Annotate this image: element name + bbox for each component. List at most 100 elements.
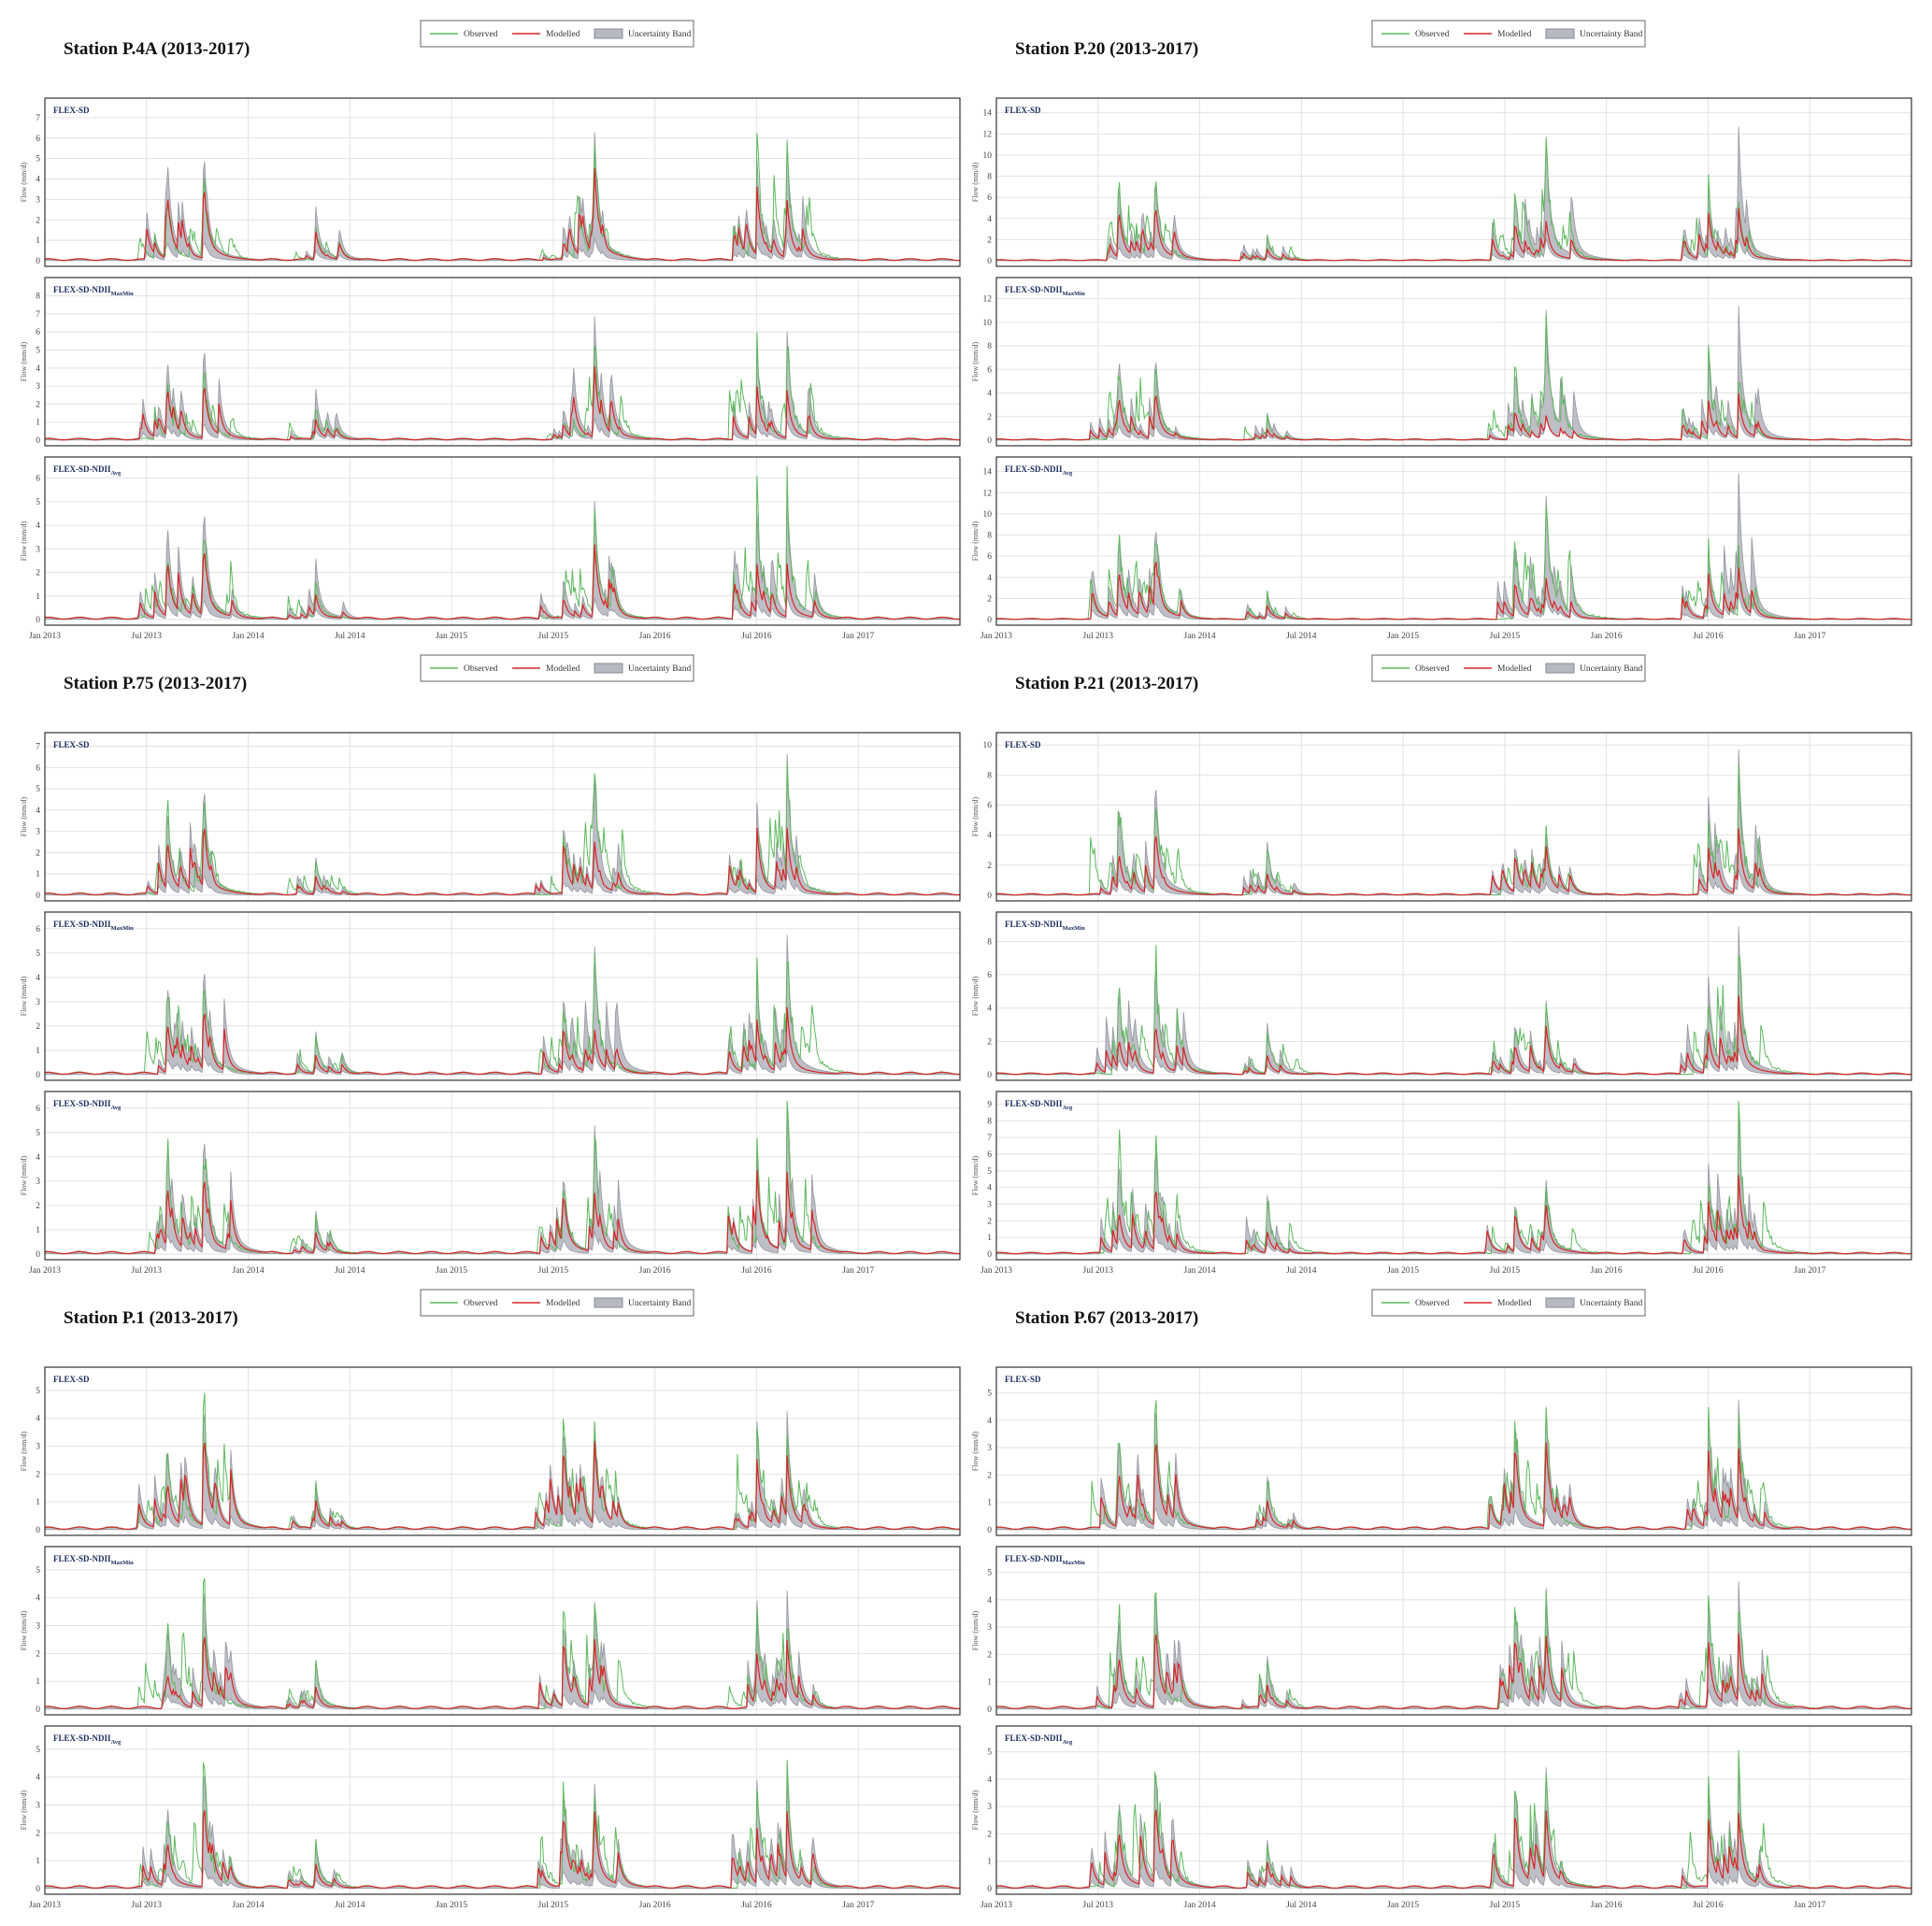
station-title: Station P.20 (2013-2017): [1015, 39, 1198, 59]
modelled-series-line: [44, 168, 961, 262]
y-tick-label: 1: [36, 1047, 40, 1056]
panel-frame: [995, 911, 1912, 1081]
y-tick-label: 4: [36, 806, 40, 816]
x-tick-label: Jan 2013: [29, 1266, 61, 1276]
station-chart: Station P.75 (2013-2017) Observed Modelled…: [20, 654, 961, 1276]
x-tick-label: Jan 2017: [1794, 1266, 1825, 1276]
model-panel: 0 1 2 3 4 5 6 7 8 9 Flow (mm/d) FLEX-SD-NDIIAvg: [971, 1091, 1912, 1261]
y-tick-label: 2: [36, 216, 40, 225]
y-tick-label: 2: [987, 1037, 992, 1047]
station-chart: Station P.4A (2013-2017) Observed Modelled…: [20, 20, 961, 641]
y-axis-label: Flow (mm/d): [971, 341, 980, 381]
y-tick-label: 3: [987, 1201, 992, 1210]
y-tick-label: 1: [987, 1678, 992, 1688]
y-tick-label: 0: [987, 257, 992, 266]
legend-band-swatch: [1545, 663, 1575, 674]
y-tick-label: 8: [36, 292, 40, 302]
station-title: Station P.1 (2013-2017): [64, 1308, 238, 1328]
y-tick-label: 4: [987, 1005, 992, 1014]
x-tick-label: Jan 2014: [1184, 1266, 1216, 1276]
y-tick-label: 7: [987, 1134, 992, 1143]
legend-box: [420, 20, 694, 48]
y-tick-label: 4: [987, 215, 992, 224]
y-tick-label: 6: [36, 475, 40, 484]
y-tick-label: 4: [987, 574, 992, 583]
panel-frame: [995, 732, 1912, 902]
y-tick-label: 1: [36, 1857, 40, 1866]
panel-frame: [995, 456, 1912, 626]
x-tick-label: Jan 2013: [980, 1266, 1012, 1276]
y-tick-label: 2: [987, 413, 992, 422]
x-tick-label: Jul 2015: [1490, 632, 1521, 641]
x-tick-label: Jan 2016: [639, 632, 671, 641]
y-tick-label: 4: [987, 1596, 992, 1605]
y-tick-label: 0: [36, 1705, 40, 1715]
panel-label: FLEX-SD-NDIIAvg: [1005, 464, 1073, 477]
y-tick-label: 7: [36, 310, 40, 320]
panel-label: FLEX-SD: [53, 1375, 90, 1384]
y-tick-label: 4: [36, 176, 40, 185]
modelled-series-line: [996, 207, 1912, 262]
legend-band-label: Uncertainty Band: [1580, 30, 1643, 39]
model-panel: 0 1 2 3 4 5 6 Flow (mm/d) FLEX-SD-NDIIAvg: [20, 456, 961, 626]
y-tick-label: 6: [36, 1105, 40, 1114]
y-tick-label: 3: [36, 1177, 40, 1187]
x-tick-label: Jul 2014: [335, 1901, 365, 1910]
panel-label: FLEX-SD-NDIIAvg: [53, 1099, 122, 1111]
y-tick-label: 6: [987, 193, 992, 203]
y-tick-label: 2: [987, 1830, 992, 1839]
legend-box: [1371, 20, 1646, 48]
y-tick-label: 1: [36, 870, 40, 879]
panel-frame: [995, 1366, 1912, 1536]
panel-background: [996, 98, 1911, 266]
panel-label: FLEX-SD-NDIIMaxMin: [1005, 1554, 1085, 1566]
x-tick-label: Jan 2014: [233, 1901, 265, 1910]
y-tick-label: 12: [983, 130, 993, 139]
y-tick-label: 6: [987, 1150, 992, 1160]
panel-frame: [44, 1091, 961, 1261]
x-tick-label: Jan 2015: [1387, 1901, 1419, 1910]
panel-background: [996, 1547, 1911, 1715]
x-tick-label: Jan 2015: [436, 632, 467, 641]
y-tick-label: 5: [36, 498, 40, 507]
y-axis-label: Flow (mm/d): [20, 341, 28, 381]
station-title: Station P.4A (2013-2017): [64, 39, 250, 59]
model-panel: 0 1 2 3 4 5 Flow (mm/d) FLEX-SD-NDIIAvg: [20, 1725, 961, 1895]
panel-background: [996, 912, 1911, 1080]
y-tick-label: 6: [36, 763, 40, 773]
legend-band-swatch: [594, 663, 623, 674]
x-tick-label: Jan 2014: [233, 1266, 265, 1276]
y-tick-label: 12: [983, 489, 993, 498]
y-tick-label: 3: [36, 195, 40, 205]
y-tick-label: 1: [36, 236, 40, 246]
model-panel: 0 1 2 3 4 5 Flow (mm/d) FLEX-SD: [971, 1366, 1912, 1536]
modelled-series-line: [44, 1006, 961, 1076]
y-tick-label: 1: [36, 1677, 40, 1687]
y-tick-label: 5: [36, 155, 40, 164]
x-tick-label: Jan 2017: [842, 1266, 874, 1276]
model-panel: 0 2 4 6 8 10 12 14 Flow (mm/d) FLEX-SD-NDIIAvg: [971, 456, 1912, 626]
x-tick-label: Jul 2015: [1490, 1901, 1521, 1910]
panel-frame: [44, 911, 961, 1081]
y-axis-label: Flow (mm/d): [20, 521, 28, 561]
y-tick-label: 6: [987, 802, 992, 811]
modelled-series-line: [44, 1441, 961, 1531]
y-tick-label: 5: [36, 1566, 40, 1576]
y-tick-label: 3: [36, 1622, 40, 1632]
model-panel: 0 1 2 3 4 5 6 Flow (mm/d) FLEX-SD-NDIIAvg: [20, 1091, 961, 1261]
y-axis-label: Flow (mm/d): [20, 1155, 28, 1195]
x-tick-label: Jan 2014: [233, 632, 265, 641]
modelled-series-line: [44, 365, 960, 441]
x-tick-label: Jan 2015: [1387, 632, 1419, 641]
panel-label: FLEX-SD-NDIIAvg: [53, 464, 122, 477]
legend-box: [1371, 1289, 1646, 1317]
y-tick-label: 7: [36, 114, 40, 123]
y-tick-label: 4: [36, 1594, 40, 1604]
model-panel: 0 1 2 3 4 5 6 7 Flow (mm/d) FLEX-SD: [20, 97, 961, 267]
y-tick-label: 12: [983, 295, 993, 305]
y-tick-label: 4: [36, 1415, 40, 1424]
panel-background: [45, 1726, 960, 1894]
panel-background: [45, 457, 960, 625]
y-tick-label: 10: [983, 741, 993, 750]
x-tick-label: Jan 2017: [842, 1901, 874, 1910]
